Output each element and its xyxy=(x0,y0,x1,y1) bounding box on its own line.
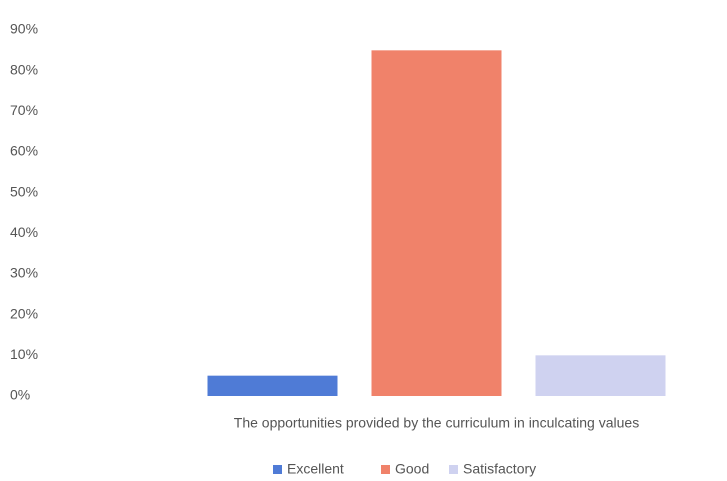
y-tick-label: 60% xyxy=(10,143,38,159)
y-tick-label: 30% xyxy=(10,265,38,281)
y-tick-label: 90% xyxy=(10,21,38,37)
y-tick-label: 10% xyxy=(10,346,38,362)
y-tick-label: 40% xyxy=(10,224,38,240)
y-tick-label: 50% xyxy=(10,183,38,199)
y-tick-label: 0% xyxy=(10,387,30,403)
bar xyxy=(371,50,502,396)
y-tick-label: 70% xyxy=(10,102,38,118)
legend-label: Excellent xyxy=(287,461,344,477)
legend-swatch xyxy=(273,465,282,474)
x-tick-label: The opportunities provided by the curric… xyxy=(234,415,639,431)
bar xyxy=(535,355,666,396)
y-tick-label: 20% xyxy=(10,305,38,321)
legend-label: Satisfactory xyxy=(463,461,536,477)
legend-swatch xyxy=(449,465,458,474)
legend-swatch xyxy=(381,465,390,474)
legend-label: Good xyxy=(395,461,429,477)
bar xyxy=(207,375,338,396)
y-tick-label: 80% xyxy=(10,61,38,77)
